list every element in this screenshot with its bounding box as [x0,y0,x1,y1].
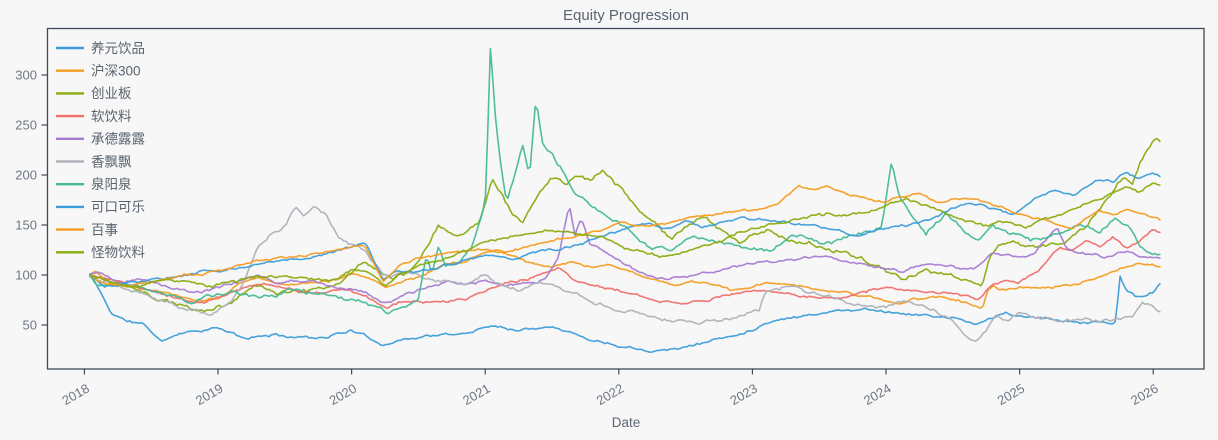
series-line-软饮料 [89,229,1161,309]
x-axis-label: Date [612,415,641,430]
y-tick-label: 100 [15,268,37,283]
x-tick-label: 2023 [727,381,760,408]
series-line-养元饮品 [89,274,1161,354]
x-tick-label: 2019 [193,381,226,408]
legend-item-可口可乐[interactable]: 可口可乐 [56,200,145,215]
legend-label: 泉阳泉 [91,176,132,192]
series-line-百事 [89,184,1161,288]
x-tick-label: 2026 [1128,381,1161,408]
legend-item-百事[interactable]: 百事 [56,222,118,237]
legend-label: 沪深300 [91,64,141,79]
y-tick-label: 250 [15,118,37,133]
legend-item-创业板[interactable]: 创业板 [56,86,132,101]
series-lines [89,47,1161,354]
legend-label: 创业板 [91,86,132,101]
legend-label: 承德露露 [91,132,145,147]
x-tick-label: 2021 [460,381,493,408]
series-line-香飘飘 [89,205,1161,343]
y-tick-label: 50 [23,318,37,333]
x-tick-label: 2018 [59,381,92,408]
chart-title: Equity Progression [563,7,689,24]
x-tick-label: 2024 [861,381,894,408]
series-line-创业板 [89,137,1161,313]
x-tick-label: 2022 [594,381,627,408]
legend-item-软饮料[interactable]: 软饮料 [56,109,132,124]
series-line-沪深300 [89,249,1161,309]
legend-label: 怪物饮料 [91,245,145,260]
legend-item-沪深300[interactable]: 沪深300 [56,64,141,79]
y-tick-label: 150 [15,218,37,233]
legend-label: 百事 [91,222,118,237]
plot-border [46,27,1205,370]
legend-item-泉阳泉[interactable]: 泉阳泉 [56,176,132,192]
legend-label: 软饮料 [91,109,132,124]
y-tick-label: 200 [15,168,37,183]
series-line-怪物饮料 [89,182,1161,288]
legend-item-承德露露[interactable]: 承德露露 [56,132,145,147]
series-line-泉阳泉 [89,47,1161,315]
legend-item-香飘飘[interactable]: 香飘飘 [56,154,132,169]
legend-label: 养元饮品 [91,41,145,56]
series-line-可口可乐 [89,171,1161,288]
legend-item-养元饮品[interactable]: 养元饮品 [56,41,145,56]
series-line-承德露露 [89,208,1161,304]
y-tick-label: 300 [15,68,37,83]
legend-label: 可口可乐 [91,200,145,215]
y-axis-ticks: 50 100 150 200 250 300 [15,68,47,333]
x-axis-ticks: 2018 2019 2020 2021 2022 2023 2024 2025 2026 [59,369,1161,408]
x-tick-label: 2020 [327,381,360,408]
x-tick-label: 2025 [995,381,1028,408]
legend-item-怪物饮料[interactable]: 怪物饮料 [56,245,145,260]
legend-label: 香飘飘 [91,154,132,169]
